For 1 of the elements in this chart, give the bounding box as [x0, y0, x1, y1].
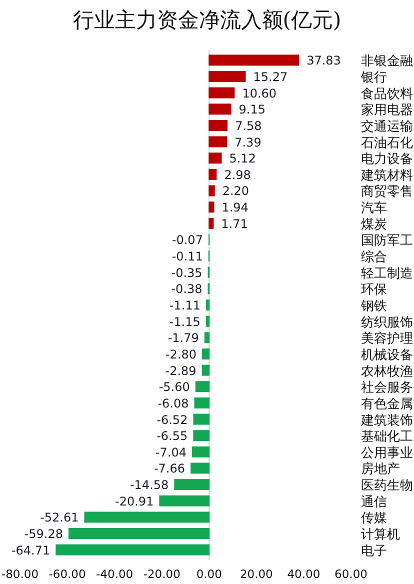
title: 行业主力资金净流入额(亿元)	[72, 8, 342, 32]
